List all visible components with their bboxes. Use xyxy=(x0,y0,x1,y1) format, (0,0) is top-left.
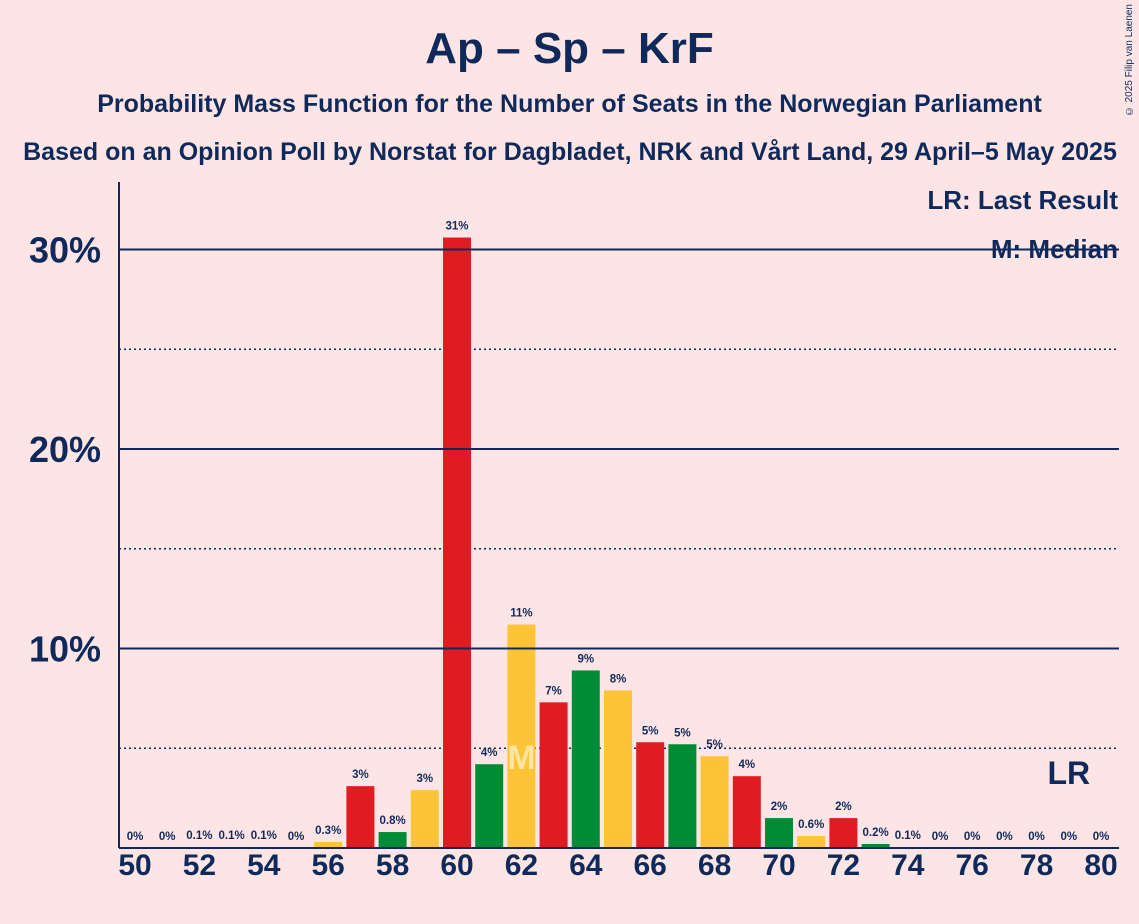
bar-seat-67 xyxy=(668,744,697,848)
data-label-seat-77: 0% xyxy=(996,831,1013,843)
bar-seat-57 xyxy=(346,786,375,848)
data-label-seat-55: 0% xyxy=(288,831,305,843)
x-tick-label-62: 62 xyxy=(505,849,538,882)
x-tick-label-60: 60 xyxy=(440,849,473,882)
x-tick-label-54: 54 xyxy=(247,849,281,882)
data-label-seat-52: 0.1% xyxy=(186,830,212,842)
x-tick-label-50: 50 xyxy=(118,849,151,882)
bar-seat-61 xyxy=(475,764,504,848)
bar-seat-68 xyxy=(700,756,729,848)
data-label-seat-74: 0.1% xyxy=(895,830,921,842)
x-tick-label-74: 74 xyxy=(891,849,925,882)
data-label-seat-70: 2% xyxy=(771,801,788,813)
data-label-seat-79: 0% xyxy=(1060,831,1077,843)
bar-seat-56 xyxy=(314,842,343,848)
bar-seat-72 xyxy=(829,818,858,848)
x-tick-label-66: 66 xyxy=(634,849,667,882)
x-tick-label-72: 72 xyxy=(827,849,860,882)
data-label-seat-73: 0.2% xyxy=(862,827,888,839)
y-tick-label-20: 20% xyxy=(29,429,101,470)
bar-seat-65 xyxy=(604,690,632,848)
x-tick-label-52: 52 xyxy=(183,849,216,882)
x-tick-label-76: 76 xyxy=(956,849,989,882)
bar-seat-59 xyxy=(410,790,439,848)
data-label-seat-61: 4% xyxy=(481,747,498,759)
data-label-seat-71: 0.6% xyxy=(798,819,824,831)
legend-last-result: LR: Last Result xyxy=(927,185,1118,215)
bar-seat-60 xyxy=(443,237,471,848)
data-label-seat-58: 0.8% xyxy=(379,815,405,827)
data-label-seat-68: 5% xyxy=(706,739,723,751)
data-label-seat-51: 0% xyxy=(159,831,176,843)
data-label-seat-53: 0.1% xyxy=(218,830,244,842)
x-tick-label-68: 68 xyxy=(698,849,731,882)
y-tick-label-30: 30% xyxy=(29,230,101,271)
x-tick-label-64: 64 xyxy=(569,849,603,882)
legend-median: M: Median xyxy=(991,234,1118,264)
data-label-seat-67: 5% xyxy=(674,727,691,739)
chart-subtitle: Probability Mass Function for the Number… xyxy=(97,90,1042,118)
data-label-seat-50: 0% xyxy=(127,831,144,843)
data-label-seat-63: 7% xyxy=(545,685,562,697)
data-label-seat-57: 3% xyxy=(352,769,369,781)
data-label-seat-65: 8% xyxy=(610,673,627,685)
bar-seat-70 xyxy=(765,818,793,848)
y-tick-label-10: 10% xyxy=(29,629,101,670)
data-label-seat-76: 0% xyxy=(964,831,981,843)
x-tick-label-58: 58 xyxy=(376,849,409,882)
bar-seat-62 xyxy=(507,624,536,848)
data-label-seat-72: 2% xyxy=(835,801,852,813)
bar-seat-64 xyxy=(571,670,600,848)
x-tick-label-80: 80 xyxy=(1084,849,1117,882)
chart-title: Ap – Sp – KrF xyxy=(425,24,714,73)
data-label-seat-56: 0.3% xyxy=(315,825,341,837)
data-label-seat-75: 0% xyxy=(932,831,949,843)
x-tick-label-56: 56 xyxy=(312,849,345,882)
data-label-seat-54: 0.1% xyxy=(251,830,277,842)
chart-source-line: Based on an Opinion Poll by Norstat for … xyxy=(23,138,1117,166)
data-label-seat-69: 4% xyxy=(738,759,755,771)
data-label-seat-60: 31% xyxy=(445,221,468,233)
bar-seat-71 xyxy=(797,836,826,848)
bar-seat-58 xyxy=(378,832,407,848)
last-result-marker: LR xyxy=(1047,755,1090,791)
data-label-seat-78: 0% xyxy=(1028,831,1045,843)
median-marker: M xyxy=(507,739,535,777)
bar-seat-69 xyxy=(732,776,761,848)
data-label-seat-64: 9% xyxy=(577,653,594,665)
data-label-seat-62: 11% xyxy=(510,608,532,620)
x-tick-label-70: 70 xyxy=(762,849,795,882)
data-label-seat-59: 3% xyxy=(416,773,433,785)
bar-seat-63 xyxy=(539,702,568,848)
bar-seat-66 xyxy=(636,742,665,848)
data-label-seat-80: 0% xyxy=(1093,831,1110,843)
x-tick-label-78: 78 xyxy=(1020,849,1053,882)
data-label-seat-66: 5% xyxy=(642,725,659,737)
bar-seat-73 xyxy=(861,844,890,848)
